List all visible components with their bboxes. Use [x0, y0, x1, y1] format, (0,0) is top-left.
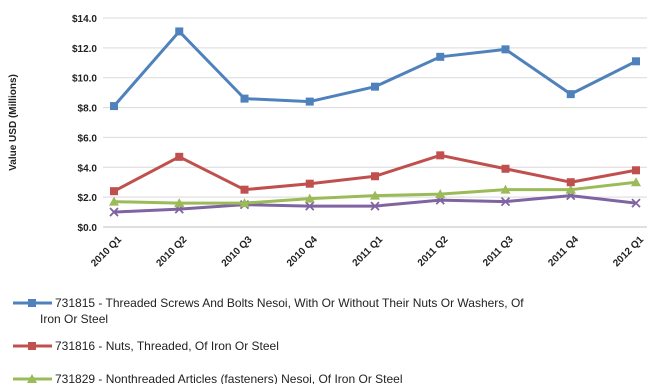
legend-label: 731815 - Threaded Screws And Bolts Nesoi…	[40, 296, 524, 326]
data-point	[240, 185, 249, 194]
data-point	[500, 184, 511, 194]
x-axis-ticks: 2010 Q1 2010 Q2 2010 Q3 2010 Q4 2011 Q1 2011 …	[89, 234, 646, 269]
data-point	[501, 45, 510, 54]
legend-entry: 731829 - Nonthreaded Articles (fasteners…	[13, 372, 403, 384]
legend-label: 731829 - Nonthreaded Articles (fasteners…	[55, 372, 403, 384]
legend-swatch-marker	[27, 374, 37, 383]
series-0	[110, 27, 640, 111]
y-axis-label: Value USD (Millions)	[8, 74, 19, 171]
y-tick-label: $8.0	[78, 104, 98, 115]
data-point	[370, 201, 380, 211]
legend-entry: 731816 - Nuts, Threaded, Of Iron Or Stee…	[13, 339, 279, 353]
legend-label: 731816 - Nuts, Threaded, Of Iron Or Stee…	[55, 339, 279, 353]
y-tick-label: $14.0	[72, 14, 97, 25]
data-point	[566, 90, 575, 99]
data-point	[632, 166, 640, 175]
legend-swatch-marker	[28, 342, 36, 350]
legend: 731815 - Threaded Screws And Bolts Nesoi…	[13, 296, 524, 384]
y-tick-label: $2.0	[78, 193, 98, 204]
series-1	[110, 151, 640, 196]
data-point	[631, 198, 641, 208]
data-point	[566, 178, 575, 187]
data-point	[175, 152, 184, 161]
legend-entry: 731815 - Threaded Screws And Bolts Nesoi…	[13, 296, 524, 326]
series-2	[109, 177, 641, 208]
data-point	[371, 82, 379, 91]
x-tick-label: 2011 Q1	[351, 234, 386, 269]
data-point	[110, 187, 118, 196]
legend-swatch-marker	[28, 299, 36, 307]
data-point	[109, 207, 119, 217]
x-tick-label: 2011 Q3	[481, 234, 516, 269]
data-point	[631, 177, 641, 187]
x-tick-label: 2010 Q1	[89, 234, 124, 269]
series-lines	[109, 27, 641, 217]
data-point	[305, 179, 314, 188]
x-tick-label: 2011 Q2	[416, 234, 451, 269]
data-point	[500, 196, 511, 207]
x-tick-label: 2012 Q1	[611, 234, 646, 269]
data-point	[436, 151, 445, 160]
data-point	[370, 190, 380, 200]
y-tick-label: $10.0	[72, 74, 97, 85]
data-point	[565, 184, 576, 194]
data-point	[305, 201, 315, 211]
data-point	[435, 189, 446, 199]
data-point	[436, 52, 445, 61]
y-tick-label: $6.0	[78, 133, 98, 144]
x-tick-label: 2010 Q4	[285, 234, 320, 269]
data-point	[632, 57, 640, 66]
data-point	[305, 97, 314, 106]
data-point	[109, 196, 119, 206]
x-tick-label: 2011 Q4	[546, 234, 581, 269]
data-point	[501, 164, 510, 173]
series-line	[112, 29, 637, 108]
x-tick-label: 2010 Q3	[220, 234, 255, 269]
y-tick-label: $12.0	[72, 44, 97, 55]
data-point	[174, 198, 185, 208]
data-point	[240, 94, 249, 103]
data-point	[239, 198, 250, 208]
data-point	[110, 102, 118, 111]
data-point	[304, 193, 315, 203]
data-point	[371, 172, 379, 181]
y-axis-ticks: $0.0 $2.0 $4.0 $6.0 $8.0 $10.0 $12.0 $14.0	[72, 14, 97, 234]
y-tick-label: $0.0	[78, 223, 98, 234]
y-tick-label: $4.0	[78, 163, 98, 174]
x-tick-label: 2010 Q2	[154, 234, 189, 269]
data-point	[175, 27, 184, 36]
